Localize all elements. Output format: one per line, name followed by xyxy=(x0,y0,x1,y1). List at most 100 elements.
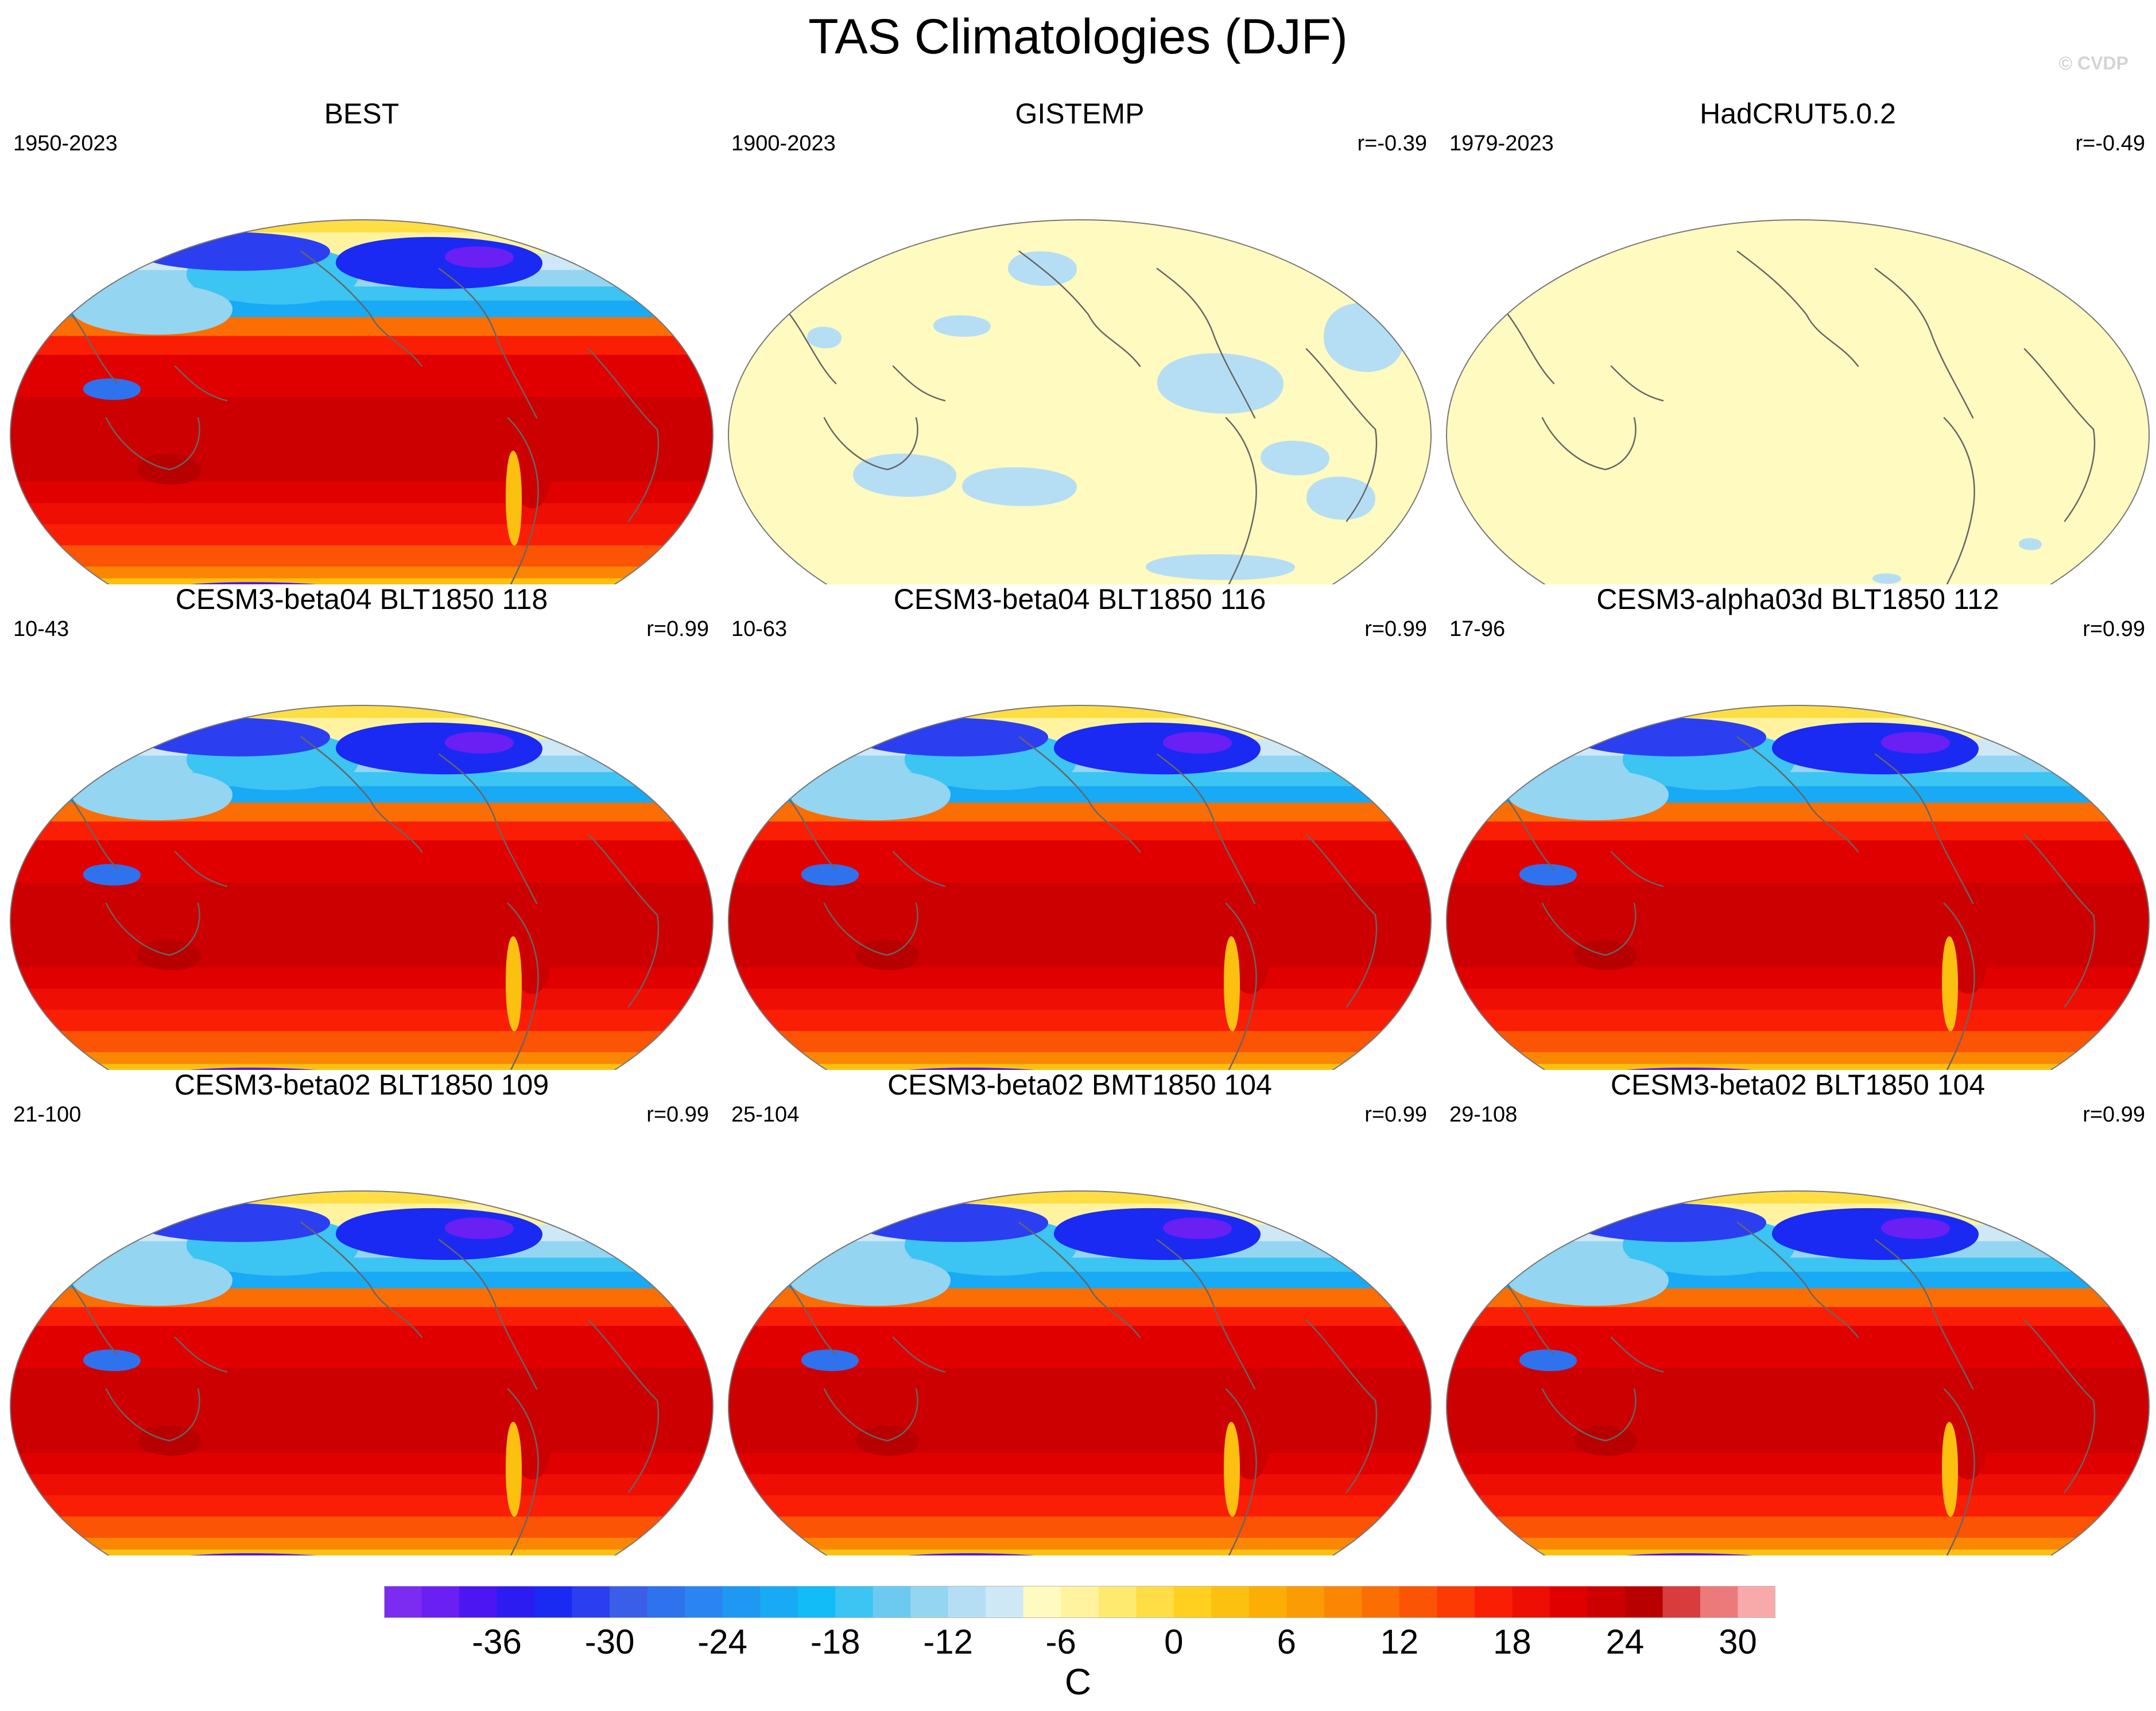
panel-period: 17-96 xyxy=(1449,617,1506,641)
map-panel: CESM3-alpha03d BLT1850 112 17-96 r=0.99 xyxy=(1439,582,2156,1070)
panel-correlation: r=0.99 xyxy=(646,617,709,641)
colorbar-bin xyxy=(685,1586,723,1618)
map-panel: CESM3-beta04 BLT1850 118 10-43 r=0.99 xyxy=(3,582,720,1070)
panel-period: 10-63 xyxy=(731,617,788,641)
panel-title: GISTEMP xyxy=(1015,98,1145,130)
map-field xyxy=(1447,220,2149,584)
colorbar-bin xyxy=(760,1586,798,1618)
panel-title: BEST xyxy=(324,98,400,130)
colorbar-bin xyxy=(384,1586,422,1618)
colorbar-bin xyxy=(534,1586,573,1618)
map-plot xyxy=(1446,1190,2150,1555)
map-field xyxy=(728,220,1431,584)
colorbar-bin xyxy=(722,1586,761,1618)
colorbar-bin xyxy=(910,1586,949,1618)
map-outline xyxy=(728,219,1432,584)
map-panel: CESM3-beta02 BLT1850 104 29-108 r=0.99 xyxy=(1439,1068,2156,1555)
colorbar-bin xyxy=(1399,1586,1437,1618)
colorbar-tick-label: -30 xyxy=(585,1623,635,1660)
panel-title: CESM3-beta04 BLT1850 118 xyxy=(175,583,548,615)
map-outline xyxy=(1446,1190,2150,1555)
map-plot xyxy=(728,705,1432,1070)
colorbar-bin xyxy=(1362,1586,1400,1618)
panel-correlation: r=0.99 xyxy=(1364,617,1427,641)
colorbar-bin xyxy=(986,1586,1024,1618)
colorbar-bin xyxy=(835,1586,874,1618)
panel-period: 21-100 xyxy=(13,1103,82,1127)
panel-period: 1979-2023 xyxy=(1449,131,1554,156)
map-plot xyxy=(10,219,714,584)
map-plot xyxy=(10,1190,714,1555)
colorbar-tick-label: -12 xyxy=(923,1623,973,1660)
map-panel: GISTEMP 1900-2023 r=-0.39 xyxy=(721,96,1438,584)
colorbar-units: C xyxy=(1064,1661,1092,1702)
colorbar-bin xyxy=(1098,1586,1137,1618)
colorbar-bin xyxy=(647,1586,685,1618)
map-field xyxy=(10,1191,713,1555)
colorbar-bin xyxy=(1023,1586,1061,1618)
map-plot xyxy=(728,219,1432,584)
map-outline xyxy=(728,705,1432,1070)
panel-title: CESM3-beta02 BLT1850 109 xyxy=(174,1069,549,1101)
colorbar-tick-label: 0 xyxy=(1164,1623,1183,1660)
colorbar-tick-label: 12 xyxy=(1381,1623,1419,1660)
colorbar-bin xyxy=(1549,1586,1588,1618)
panel-correlation: r=-0.39 xyxy=(1357,131,1427,156)
map-outline xyxy=(1446,219,2150,584)
colorbar-bin xyxy=(1738,1586,1775,1618)
panel-title: CESM3-beta04 BLT1850 116 xyxy=(893,583,1266,615)
colorbar-tick-label: -18 xyxy=(811,1623,860,1660)
colorbar-bin xyxy=(873,1586,911,1618)
colorbar-bin xyxy=(610,1586,648,1618)
colorbar-bin xyxy=(1662,1586,1701,1618)
map-plot xyxy=(728,1190,1432,1555)
colorbar-bin xyxy=(1211,1586,1250,1618)
colorbar-bin xyxy=(459,1586,498,1618)
colorbar-bin xyxy=(572,1586,610,1618)
map-field xyxy=(728,705,1431,1070)
panel-correlation: r=0.99 xyxy=(646,1103,709,1127)
map-panel: BEST 1950-2023 xyxy=(3,96,720,584)
map-panel: CESM3-beta02 BMT1850 104 25-104 r=0.99 xyxy=(721,1068,1438,1555)
panel-period: 1900-2023 xyxy=(731,131,836,156)
colorbar-bin xyxy=(1248,1586,1287,1618)
map-panel: CESM3-beta04 BLT1850 116 10-63 r=0.99 xyxy=(721,582,1438,1070)
colorbar-bin xyxy=(1624,1586,1663,1618)
colorbar-bin xyxy=(1700,1586,1738,1618)
map-field xyxy=(1447,1191,2149,1555)
panel-period: 1950-2023 xyxy=(13,131,118,156)
colorbar-bin xyxy=(1512,1586,1550,1618)
panel-title: CESM3-beta02 BMT1850 104 xyxy=(887,1069,1272,1101)
colorbar-bin xyxy=(1286,1586,1325,1618)
colorbar-bin xyxy=(1173,1586,1212,1618)
colorbar-bin xyxy=(1474,1586,1513,1618)
colorbar-bin xyxy=(797,1586,836,1618)
colorbar-tick-label: -36 xyxy=(472,1623,522,1660)
map-plot xyxy=(1446,705,2150,1070)
colorbar-tick-label: -24 xyxy=(697,1623,747,1660)
copyright-watermark: © CVDP xyxy=(2058,53,2128,73)
colorbar-bin xyxy=(1324,1586,1362,1618)
panel-title: CESM3-beta02 BLT1850 104 xyxy=(1610,1069,1986,1101)
panel-correlation: r=-0.49 xyxy=(2075,131,2145,156)
map-panel: HadCRUT5.0.2 1979-2023 r=-0.49 xyxy=(1439,96,2156,584)
colorbar-tick-label: 6 xyxy=(1277,1623,1296,1660)
panel-period: 25-104 xyxy=(731,1103,800,1127)
colorbar-tick-label: 18 xyxy=(1493,1623,1531,1660)
colorbar-bin xyxy=(421,1586,460,1618)
map-outline xyxy=(10,705,714,1070)
map-field xyxy=(728,1191,1431,1555)
panel-period: 29-108 xyxy=(1449,1103,1518,1127)
colorbar-bin xyxy=(1136,1586,1174,1618)
map-plot xyxy=(10,705,714,1070)
colorbar-bin xyxy=(1587,1586,1626,1618)
colorbar-bin xyxy=(1061,1586,1099,1618)
map-field xyxy=(10,705,713,1070)
map-field xyxy=(10,220,713,584)
map-outline xyxy=(728,1190,1432,1555)
colorbar-tick-label: 24 xyxy=(1606,1623,1645,1660)
colorbar-tick-label: -6 xyxy=(1046,1623,1076,1660)
panel-title: CESM3-alpha03d BLT1850 112 xyxy=(1596,583,1999,615)
colorbar-tick-label: 30 xyxy=(1719,1623,1757,1660)
map-plot xyxy=(1446,219,2150,584)
